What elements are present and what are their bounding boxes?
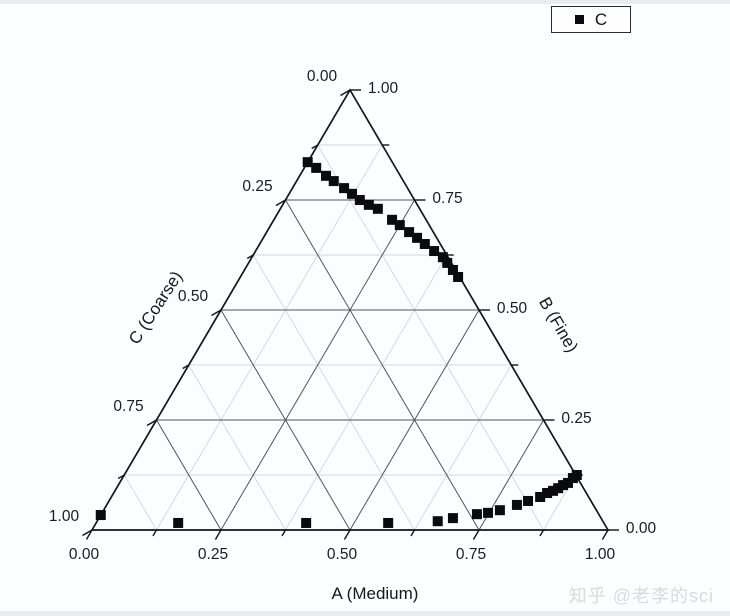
data-point xyxy=(548,485,559,496)
data-point xyxy=(453,272,464,282)
tick-label-left: 0.00 xyxy=(307,68,338,85)
tick-label-left: 0.25 xyxy=(242,178,272,195)
grid-minor-line xyxy=(285,254,448,531)
tick-bottom-axis xyxy=(539,529,545,537)
legend-series-label: C xyxy=(594,10,608,29)
data-point xyxy=(354,195,365,205)
data-point xyxy=(511,499,522,510)
data-point xyxy=(363,199,374,210)
data-point xyxy=(321,170,332,181)
tick-bottom-axis xyxy=(472,529,480,540)
bottom-border-band xyxy=(0,611,730,616)
data-point xyxy=(383,517,394,528)
tick-bottom-axis xyxy=(410,529,416,537)
tick-label-bottom: 0.00 xyxy=(69,546,100,563)
tick-bottom-axis xyxy=(281,529,287,537)
tick-label-bottom: 0.25 xyxy=(198,546,228,563)
data-point xyxy=(437,252,448,263)
data-point xyxy=(95,510,106,521)
data-point xyxy=(394,220,405,231)
tick-left-axis xyxy=(340,89,351,97)
data-point xyxy=(535,492,546,502)
tick-label-right: 0.50 xyxy=(497,300,528,317)
tick-label-left: 0.75 xyxy=(113,398,143,415)
top-border-band xyxy=(0,0,730,4)
data-point xyxy=(302,157,313,168)
data-point xyxy=(387,214,398,225)
watermark: 知乎 @老李的sci xyxy=(568,586,714,606)
tick-label-left: 0.50 xyxy=(178,288,209,305)
data-point xyxy=(173,517,184,528)
data-point xyxy=(429,246,440,257)
tick-left-axis xyxy=(82,529,93,537)
data-point xyxy=(447,513,458,524)
data-point xyxy=(471,509,482,520)
data-point xyxy=(494,505,505,516)
tick-label-bottom: 0.50 xyxy=(327,546,358,563)
tick-label-bottom: 0.75 xyxy=(456,546,486,563)
tick-bottom-axis xyxy=(214,529,222,540)
data-point xyxy=(404,227,415,238)
tick-label-left: 1.00 xyxy=(49,508,80,525)
data-point xyxy=(301,517,312,528)
tick-left-axis xyxy=(146,419,157,427)
tick-left-axis xyxy=(182,364,190,370)
axis-title-a-medium: A (Medium) xyxy=(331,584,419,603)
tick-label-right: 0.00 xyxy=(626,520,657,537)
grid-minor-line xyxy=(188,364,286,531)
data-point xyxy=(571,470,582,480)
data-point xyxy=(419,239,430,249)
tick-bottom-axis xyxy=(152,529,158,537)
tick-label-bottom: 1.00 xyxy=(585,546,616,563)
tick-left-axis xyxy=(211,309,222,317)
grid-major-line xyxy=(156,419,222,531)
data-point xyxy=(523,495,534,506)
legend-marker-square xyxy=(574,15,584,24)
tick-bottom-axis xyxy=(343,529,351,540)
grid-minor-line xyxy=(252,254,415,531)
data-point xyxy=(328,176,339,187)
data-point xyxy=(347,188,358,199)
tick-label-right: 0.25 xyxy=(561,410,591,427)
tick-left-axis xyxy=(117,474,125,480)
data-point xyxy=(483,507,494,518)
data-point xyxy=(542,488,553,499)
data-point xyxy=(339,183,350,194)
data-point xyxy=(447,264,458,275)
grid-minor-line xyxy=(123,474,157,531)
tick-bottom-axis xyxy=(601,529,609,540)
grid-major-line xyxy=(220,199,415,531)
data-point xyxy=(372,203,383,214)
grid-minor-line xyxy=(156,144,383,531)
data-point xyxy=(311,162,322,173)
tick-bottom-axis xyxy=(85,529,93,540)
grid-major-line xyxy=(285,199,480,531)
legend: C xyxy=(551,6,631,33)
tick-left-axis xyxy=(246,254,254,260)
data-point xyxy=(412,232,423,243)
tick-left-axis xyxy=(311,144,319,150)
tick-label-right: 1.00 xyxy=(368,80,399,97)
data-point xyxy=(442,257,453,268)
grid-major-line xyxy=(349,309,480,531)
tick-left-axis xyxy=(275,199,286,207)
tick-label-right: 0.75 xyxy=(432,190,462,207)
data-point xyxy=(432,516,443,527)
grid-minor-line xyxy=(317,144,544,531)
grid-minor-line xyxy=(414,364,512,531)
grid-major-line xyxy=(220,309,351,531)
